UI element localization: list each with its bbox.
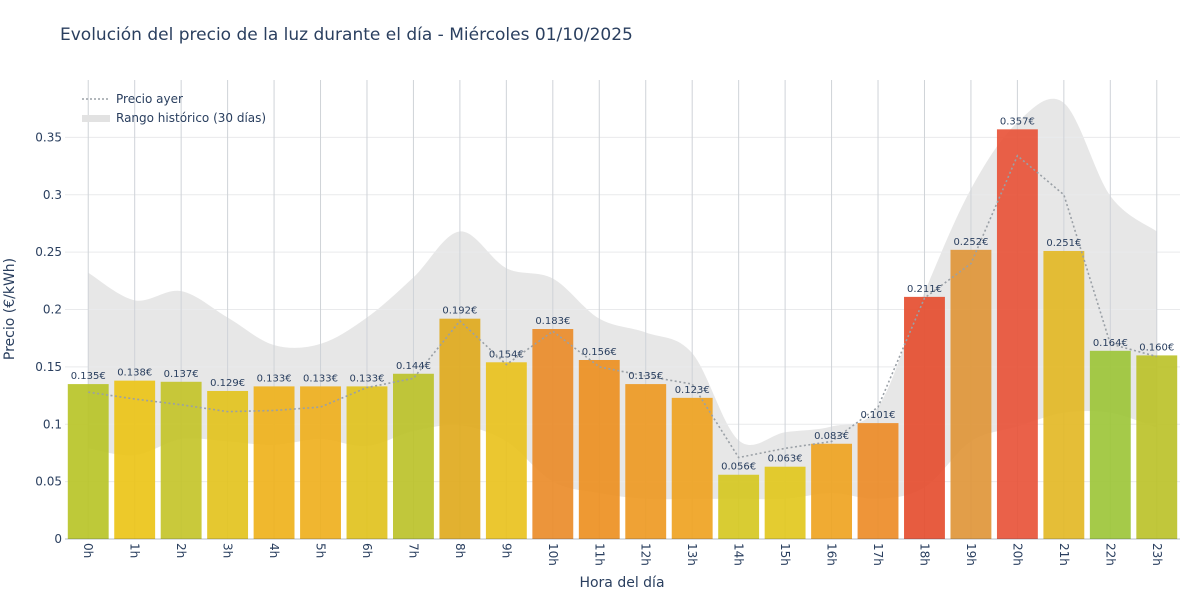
x-tick-label: 2h (174, 543, 188, 558)
y-tick-label: 0.2 (43, 303, 62, 317)
x-tick-label: 12h (639, 543, 653, 566)
price-bar-4h[interactable] (253, 386, 295, 539)
bar-value-label: 0.183€ (535, 316, 570, 327)
y-tick-label: 0.25 (35, 245, 62, 259)
bar-value-label: 0.357€ (1000, 116, 1035, 127)
x-tick-label: 23h (1150, 543, 1164, 566)
x-tick-label: 22h (1103, 543, 1117, 566)
y-tick-label: 0.3 (43, 188, 62, 202)
legend-yesterday-label: Precio ayer (116, 92, 183, 106)
bar-value-label: 0.083€ (814, 431, 849, 442)
yesterday-price-line (88, 154, 1157, 459)
axes-layer: 0 0.05 0.1 0.15 0.2 0.25 0.3 0.35 0h 1h 2h 3h 4h 5h 6h… (35, 130, 1180, 566)
x-tick-label: 15h (778, 543, 792, 566)
x-tick-label: 7h (406, 543, 420, 558)
price-bar-23h[interactable] (1136, 355, 1178, 539)
bar-value-label: 0.133€ (303, 373, 338, 384)
yesterday-line-layer (88, 154, 1157, 459)
x-tick-label: 17h (871, 543, 885, 566)
price-bar-20h[interactable] (996, 129, 1038, 539)
y-tick-label: 0 (54, 532, 62, 546)
chart-title: Evolución del precio de la luz durante e… (60, 25, 633, 45)
price-bar-0h[interactable] (67, 384, 109, 539)
x-tick-label: 0h (81, 543, 95, 558)
x-axis-title: Hora del día (579, 575, 664, 591)
price-bar-7h[interactable] (392, 373, 434, 539)
x-tick-label: 6h (360, 543, 374, 558)
bar-value-label: 0.252€ (953, 237, 988, 248)
bar-value-label: 0.144€ (396, 361, 431, 372)
bar-value-label: 0.154€ (489, 349, 524, 360)
bar-value-label: 0.063€ (768, 454, 803, 465)
bar-value-label: 0.129€ (210, 378, 245, 389)
price-bar-19h[interactable] (950, 249, 992, 539)
historic-range-band (88, 98, 1157, 500)
price-bar-9h[interactable] (485, 362, 527, 539)
x-tick-label: 19h (964, 543, 978, 566)
bar-value-label: 0.135€ (71, 371, 106, 382)
bar-value-label: 0.156€ (582, 347, 617, 358)
y-tick-label: 0.35 (35, 130, 62, 144)
x-tick-label: 10h (546, 543, 560, 566)
x-tick-label: 1h (128, 543, 142, 558)
price-bar-14h[interactable] (718, 474, 760, 539)
x-tick-label: 14h (732, 543, 746, 566)
price-bar-15h[interactable] (764, 466, 806, 539)
bar-value-label: 0.101€ (861, 410, 896, 421)
price-bar-8h[interactable] (439, 318, 481, 539)
y-axis-title: Precio (€/kWh) (2, 258, 18, 360)
price-bar-17h[interactable] (857, 423, 899, 539)
bar-value-label: 0.056€ (721, 462, 756, 473)
price-bar-18h[interactable] (904, 296, 945, 539)
price-bar-16h[interactable] (811, 443, 853, 539)
bar-value-label: 0.164€ (1093, 338, 1128, 349)
x-tick-label: 3h (221, 543, 235, 558)
x-tick-label: 21h (1057, 543, 1071, 566)
bars-layer (67, 129, 1178, 540)
x-tick-label: 8h (453, 543, 467, 558)
price-bar-3h[interactable] (207, 390, 249, 539)
x-tick-label: 18h (917, 543, 931, 566)
bar-labels-layer: 0.135€ 0.138€ 0.137€ 0.129€ 0.133€ 0.133€ 0.13… (71, 116, 1175, 472)
price-bar-1h[interactable] (114, 380, 156, 539)
x-tick-label: 5h (314, 543, 328, 558)
bar-value-label: 0.137€ (164, 369, 199, 380)
x-tick-label: 20h (1010, 543, 1024, 566)
legend-band-swatch (82, 115, 110, 122)
price-bar-13h[interactable] (671, 397, 713, 539)
y-tick-label: 0.15 (35, 360, 62, 374)
price-bar-10h[interactable] (532, 329, 574, 539)
x-tick-label: 16h (825, 543, 839, 566)
price-bar-11h[interactable] (578, 359, 620, 539)
price-bar-21h[interactable] (1043, 250, 1085, 540)
y-tick-label: 0.05 (35, 475, 62, 489)
price-bar-12h[interactable] (625, 384, 667, 539)
legend: Precio ayer Rango histórico (30 días) (82, 92, 266, 125)
price-bar-5h[interactable] (300, 386, 341, 539)
x-tick-label: 4h (267, 543, 281, 558)
bar-value-label: 0.123€ (675, 385, 710, 396)
x-tick-label: 13h (685, 543, 699, 566)
bar-value-label: 0.211€ (907, 284, 942, 295)
y-tick-label: 0.1 (43, 417, 62, 431)
x-tick-label: 11h (592, 543, 606, 566)
bar-value-label: 0.160€ (1139, 342, 1174, 353)
price-bar-2h[interactable] (160, 381, 202, 539)
bar-value-label: 0.251€ (1046, 238, 1081, 249)
legend-range-label: Rango histórico (30 días) (116, 111, 266, 125)
price-bar-6h[interactable] (346, 386, 388, 539)
bar-value-label: 0.135€ (628, 371, 663, 382)
historic-range-layer (88, 98, 1157, 500)
bar-value-label: 0.133€ (349, 373, 384, 384)
bar-value-label: 0.133€ (257, 373, 292, 384)
bar-value-label: 0.138€ (117, 368, 152, 379)
price-bar-22h[interactable] (1089, 350, 1131, 539)
x-tick-label: 9h (499, 543, 513, 558)
bar-value-label: 0.192€ (442, 306, 477, 317)
